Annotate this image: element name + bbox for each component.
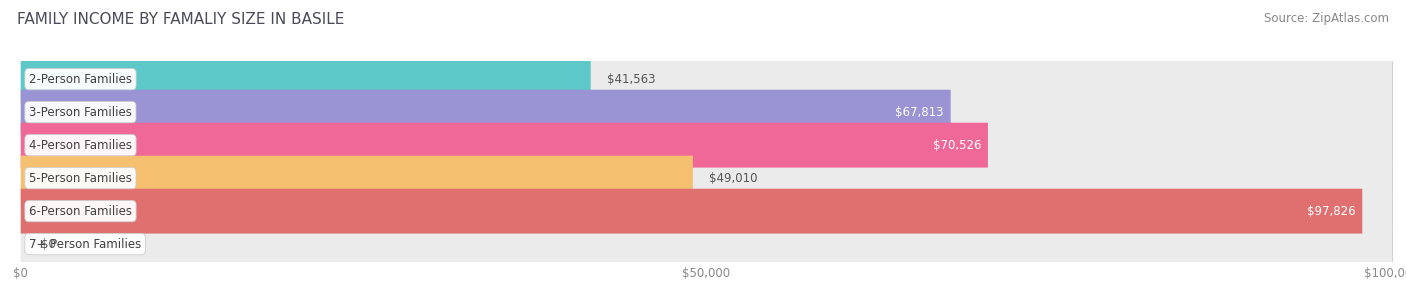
FancyBboxPatch shape: [21, 57, 591, 102]
Text: FAMILY INCOME BY FAMALIY SIZE IN BASILE: FAMILY INCOME BY FAMALIY SIZE IN BASILE: [17, 12, 344, 27]
FancyBboxPatch shape: [21, 123, 988, 167]
Text: 7+ Person Families: 7+ Person Families: [30, 238, 141, 251]
Text: 6-Person Families: 6-Person Families: [30, 205, 132, 218]
Text: $67,813: $67,813: [896, 106, 943, 119]
Text: $41,563: $41,563: [607, 73, 655, 86]
FancyBboxPatch shape: [21, 123, 1392, 167]
Text: $70,526: $70,526: [932, 139, 981, 152]
Text: Source: ZipAtlas.com: Source: ZipAtlas.com: [1264, 12, 1389, 25]
FancyBboxPatch shape: [21, 189, 1392, 234]
Text: 3-Person Families: 3-Person Families: [30, 106, 132, 119]
FancyBboxPatch shape: [21, 90, 1392, 135]
FancyBboxPatch shape: [21, 222, 1392, 267]
Text: $49,010: $49,010: [709, 172, 758, 185]
Text: 4-Person Families: 4-Person Families: [30, 139, 132, 152]
Text: 5-Person Families: 5-Person Families: [30, 172, 132, 185]
FancyBboxPatch shape: [21, 57, 1392, 102]
FancyBboxPatch shape: [21, 156, 1392, 201]
FancyBboxPatch shape: [21, 156, 693, 201]
Text: $97,826: $97,826: [1306, 205, 1355, 218]
Text: $0: $0: [41, 238, 56, 251]
Text: 2-Person Families: 2-Person Families: [30, 73, 132, 86]
FancyBboxPatch shape: [21, 90, 950, 135]
FancyBboxPatch shape: [21, 189, 1362, 234]
